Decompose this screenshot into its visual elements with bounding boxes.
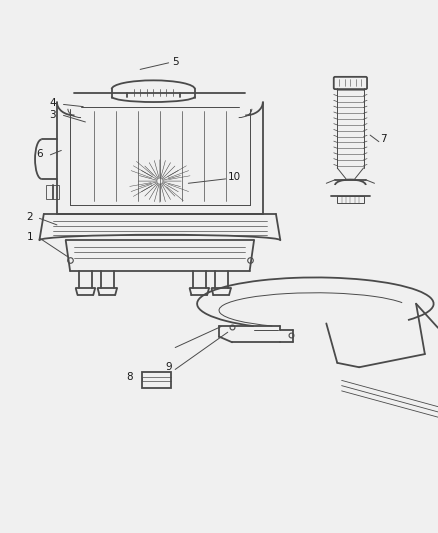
Text: 5: 5 — [172, 56, 179, 67]
Text: 3: 3 — [49, 109, 56, 119]
Text: 2: 2 — [26, 213, 33, 222]
Text: 8: 8 — [126, 372, 133, 382]
Text: 4: 4 — [49, 98, 56, 108]
Bar — [337, 197, 364, 204]
Text: 9: 9 — [165, 362, 172, 372]
Text: 7: 7 — [380, 134, 387, 144]
Bar — [46, 185, 59, 199]
Text: 1: 1 — [26, 232, 33, 242]
Text: 6: 6 — [36, 149, 43, 159]
Text: 10: 10 — [228, 172, 241, 182]
